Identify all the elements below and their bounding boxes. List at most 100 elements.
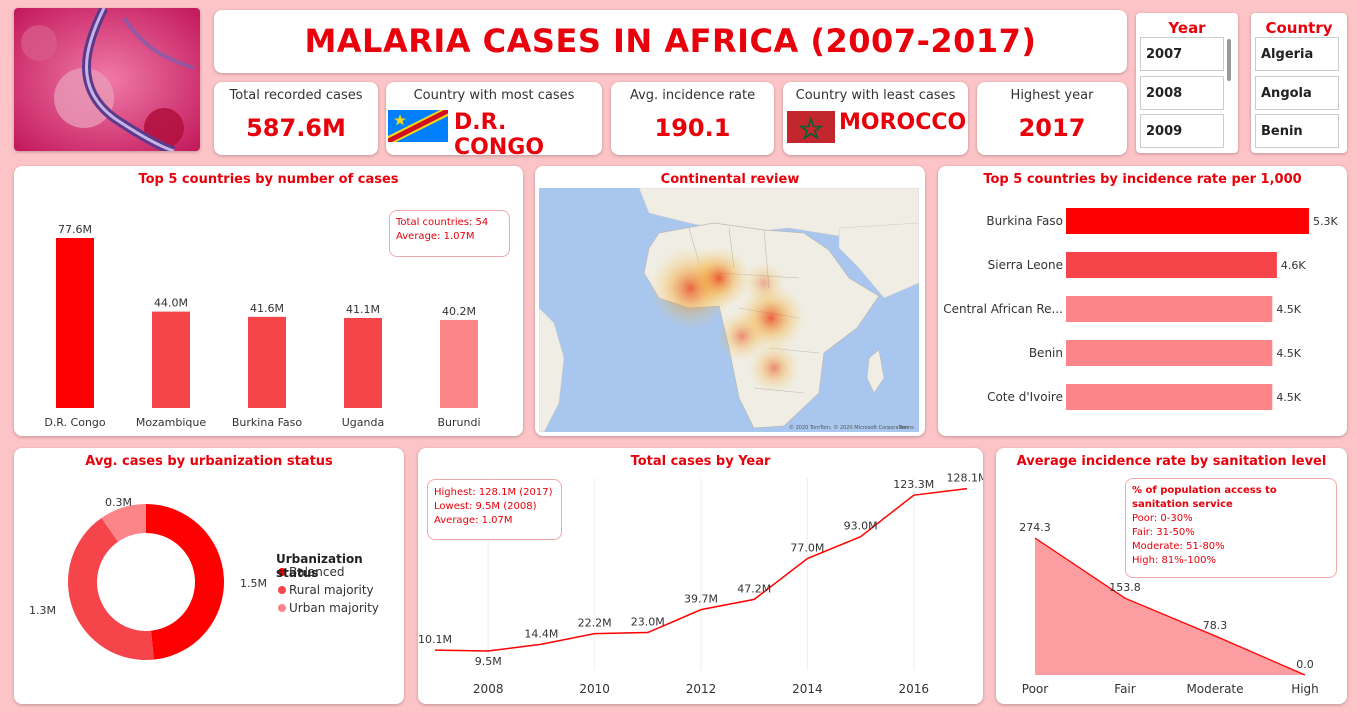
category-label: Fair: [1114, 682, 1135, 696]
note-line: Average: 1.07M: [396, 231, 475, 242]
year-slicer[interactable]: Year 2007 2008 2009: [1136, 13, 1238, 153]
bar: [344, 317, 382, 408]
data-label: 4.5K: [1276, 391, 1301, 404]
urbanization-panel: Avg. cases by urbanization status 1.5M 1.…: [14, 448, 404, 704]
panel-title: Avg. cases by urbanization status: [85, 454, 333, 469]
data-label: 40.2M: [442, 305, 476, 318]
category-label: Central African Re...: [943, 302, 1063, 316]
category-label: Sierra Leone: [988, 258, 1063, 272]
data-label: 274.3: [1019, 521, 1051, 534]
kpi-label: Country with most cases: [413, 88, 575, 103]
area-line: [1034, 537, 1306, 676]
year-slicer-item[interactable]: 2007: [1140, 37, 1224, 71]
sanitation-panel: Average incidence rate by sanitation lev…: [996, 448, 1347, 704]
country-slicer-item[interactable]: Algeria: [1255, 37, 1339, 71]
bar: [1066, 384, 1273, 410]
top5-cases-panel: Top 5 countries by number of cases Total…: [14, 166, 523, 436]
series-line: [434, 487, 968, 652]
x-tick-label: 2016: [899, 682, 930, 696]
data-label: 0.0: [1296, 658, 1314, 671]
kpi-avg-incidence: Avg. incidence rate 190.1: [611, 82, 774, 155]
area-fill: [1035, 538, 1305, 675]
note-line: Poor: 0-30%: [1132, 513, 1193, 524]
x-tick-label: 2008: [473, 682, 504, 696]
note-line: Average: 1.07M: [434, 515, 513, 526]
data-label: 128.1M: [947, 472, 983, 485]
data-label: 44.0M: [154, 297, 188, 310]
urbanization-donut-chart: 1.5M 1.3M 0.3M Balanced Rural majority Urban …: [29, 496, 379, 660]
country-slicer-item[interactable]: Benin: [1255, 114, 1339, 148]
panel-title: Top 5 countries by incidence rate per 1,…: [983, 172, 1302, 187]
kpi-value: MOROCCO: [839, 110, 967, 135]
category-label: Benin: [1029, 346, 1063, 360]
africa-map[interactable]: © 2020 TomTom, © 2020 Microsoft Corporat…: [539, 188, 919, 432]
kpi-total-cases: Total recorded cases 587.6M: [214, 82, 378, 155]
note-line: Total countries: 54: [396, 217, 489, 228]
data-label: 9.5M: [475, 655, 502, 668]
kpi-least-cases: Country with least cases MOROCCO: [783, 82, 968, 155]
note-line: Moderate: 51-80%: [1132, 541, 1225, 552]
top5-cases-note: Total countries: 54 Average: 1.07M: [389, 210, 510, 257]
data-label: 4.6K: [1281, 259, 1306, 272]
category-label: Burundi: [437, 416, 480, 429]
legend-label: Balanced: [289, 565, 344, 579]
data-label: 1.5M: [240, 577, 267, 590]
x-tick-label: 2014: [792, 682, 823, 696]
sanitation-area-chart: 274.3 Poor 153.8 Fair 78.3 Moderate 0.0 High: [1019, 521, 1319, 696]
kpi-label: Avg. incidence rate: [629, 88, 756, 103]
bar: [1066, 296, 1273, 322]
bar: [1066, 340, 1273, 366]
bar: [56, 238, 94, 408]
top5-cases-chart: 77.6M D.R. Congo 44.0M Mozambique 41.6M Burki…: [44, 223, 480, 429]
note-line: Lowest: 9.5M (2008): [434, 501, 537, 512]
panel-title: Average incidence rate by sanitation lev…: [1016, 454, 1327, 469]
country-slicer-item[interactable]: Angola: [1255, 76, 1339, 110]
donut-slice: [67, 517, 154, 660]
data-label: 77.6M: [58, 223, 92, 236]
data-label: 93.0M: [844, 520, 878, 533]
donut-slice: [101, 504, 146, 542]
kpi-label: Highest year: [1010, 88, 1094, 103]
legend-label: Urban majority: [289, 601, 379, 615]
top5-incidence-chart: Burkina Faso 5.3K Sierra Leone 4.6K Central …: [943, 208, 1338, 410]
x-tick-label: 2010: [579, 682, 610, 696]
category-label: High: [1291, 682, 1319, 696]
year-slicer-item[interactable]: 2009: [1140, 114, 1224, 148]
sanitation-note: % of population access to sanitation ser…: [1125, 478, 1337, 578]
map-terms-link[interactable]: Terms: [898, 425, 914, 431]
microscope-image: [14, 8, 200, 151]
data-label: 22.2M: [578, 617, 612, 630]
bar: [1066, 208, 1309, 234]
data-label: 4.5K: [1276, 347, 1301, 360]
legend-label: Rural majority: [289, 583, 374, 597]
kpi-highest-year: Highest year 2017: [977, 82, 1127, 155]
category-label: Uganda: [342, 416, 384, 429]
country-slicer[interactable]: Country Algeria Angola Benin: [1251, 13, 1347, 153]
data-label: 4.5K: [1276, 303, 1301, 316]
category-label: Burkina Faso: [986, 214, 1063, 228]
page-title: MALARIA CASES IN AFRICA (2007-2017): [304, 22, 1037, 60]
data-label: 14.4M: [524, 627, 558, 640]
data-label: 5.3K: [1313, 215, 1338, 228]
note-line: Fair: 31-50%: [1132, 527, 1195, 538]
year-slicer-scrollbar[interactable]: [1227, 39, 1231, 81]
kpi-value: 190.1: [654, 114, 731, 142]
data-label: 77.0M: [790, 542, 824, 555]
category-label: D.R. Congo: [44, 416, 106, 429]
country-slicer-title: Country: [1265, 19, 1333, 37]
map-attribution: © 2020 TomTom, © 2020 Microsoft Corporat…: [789, 424, 908, 431]
panel-title: Continental review: [660, 172, 800, 187]
data-label: 41.1M: [346, 303, 380, 316]
data-label: 47.2M: [737, 582, 771, 595]
bar: [440, 319, 478, 408]
kpi-label: Country with least cases: [795, 88, 956, 103]
donut-slice: [146, 504, 225, 660]
morocco-flag-icon: [787, 111, 835, 143]
yearly-note: Highest: 128.1M (2017) Lowest: 9.5M (200…: [427, 479, 562, 540]
year-slicer-item[interactable]: 2008: [1140, 76, 1224, 110]
note-line: Highest: 128.1M (2017): [434, 487, 553, 498]
data-label: 153.8: [1109, 581, 1141, 594]
category-label: Mozambique: [136, 416, 206, 429]
data-label: 1.3M: [29, 604, 56, 617]
kpi-value: 2017: [1018, 114, 1086, 142]
